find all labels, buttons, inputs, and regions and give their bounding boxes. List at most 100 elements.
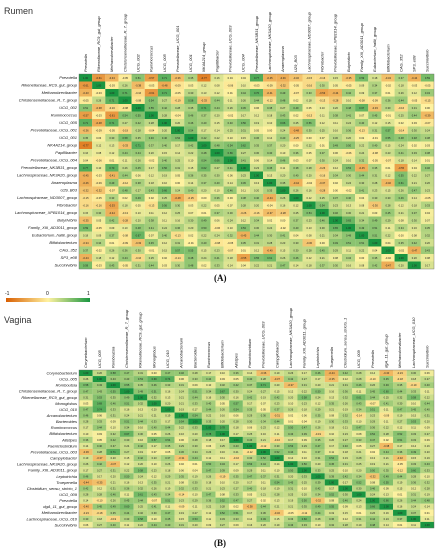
heatmap-cell [302,171,316,180]
cell-value-label: -0.44 [109,211,115,215]
cell-value-label: 0.26 [280,196,286,200]
cell-value-label: 0.13 [109,143,115,147]
cell-value-label: 0.14 [247,371,253,375]
cell-value-label: -0.53 [109,203,115,207]
heatmap-cell [201,479,216,486]
heatmap-cell [289,201,303,210]
cell-value-label: 0.06 [206,444,212,448]
heatmap-cell [381,179,395,187]
cell-value-label: 0.03 [188,203,194,207]
heatmap-cell [229,412,243,419]
cell-value-label: 0.10 [193,493,199,497]
cell-value-label: 0.30 [411,371,417,375]
heatmap-cell [420,194,435,202]
cell-value-label: 0.71 [122,91,128,95]
cell-value-label: 0.37 [320,263,326,267]
heatmap-cell [393,479,407,486]
cell-value-label: 0.08 [333,256,339,260]
cell-value-label: 0.44 [193,456,199,460]
heatmap-cell [223,89,237,97]
column-label: UCG_005 [97,349,102,368]
heatmap-cell [311,503,325,510]
heatmap-cell [215,370,230,377]
cell-value-label: 0.31 [241,128,247,132]
cell-value-label: 0.20 [399,263,405,267]
cell-value-label: 0.30 [385,196,391,200]
heatmap-cell [119,479,134,486]
cell-value-label: 0.20 [280,143,286,147]
heatmap-cell [174,394,189,401]
cell-value-label: 0.43 [97,383,103,387]
cell-value-label: 0.33 [97,420,103,424]
heatmap-cell [106,521,121,529]
cell-value-label: 0.01 [397,523,403,527]
cell-value-label: 0.10 [122,226,128,230]
heatmap-cell [118,81,132,90]
heatmap-cell [315,164,329,172]
cell-value-label: 0.35 [315,414,321,418]
cell-value-label: 0.24 [267,226,273,230]
heatmap-cell [407,164,421,172]
heatmap-cell [352,491,366,498]
heatmap-cell [289,134,303,142]
heatmap-cell [171,246,185,255]
cell-value-label: 0.41 [359,188,365,192]
heatmap-cell [229,503,243,510]
heatmap-cell [106,370,121,377]
heatmap-cell [379,473,394,480]
cell-value-label: -0.38 [96,106,102,110]
cell-value-label: 0.12 [412,91,418,95]
heatmap-cell [147,424,161,431]
heatmap-cell [328,171,343,180]
heatmap-cell [297,455,312,462]
heatmap-cell [324,461,339,468]
cell-value-label: 0.18 [412,203,418,207]
heatmap-cell [79,388,93,395]
cell-value-label: 0.07 [188,211,194,215]
cell-value-label: 0.18 [228,256,234,260]
cell-value-label: 0.41 [384,401,390,405]
cell-value-label: -0.31 [178,456,184,460]
heatmap-cell [338,461,353,468]
heatmap-cell [92,376,107,383]
row-label: Christensenellaceae_R_7_group [19,389,78,394]
heatmap-cell [263,171,277,180]
heatmap-cell [315,186,329,195]
heatmap-cell [160,461,175,468]
heatmap-cell [223,224,237,232]
heatmap-cell [297,461,312,468]
cell-value-label: 0.51 [397,438,403,442]
heatmap-cell [131,156,145,165]
heatmap-cell [79,376,93,383]
heatmap-cell [328,239,343,247]
heatmap-cell [379,449,394,456]
cell-value-label: 0.12 [343,377,349,381]
cell-value-label: 0.53 [138,377,144,381]
heatmap-vagina: 1.00 0.26 0.58 0.47 0.31 0.03 0.47 0.46 0.28 0.17… [17,307,435,529]
cell-value-label: 0.30 [109,136,115,140]
heatmap-cell [352,424,366,431]
cell-value-label: 0.37 [109,233,115,237]
heatmap-cell [106,473,121,480]
heatmap-cell [197,81,211,90]
cell-value-label: 0.49 [261,517,267,521]
cell-value-label: 0.45 [241,106,247,110]
cell-value-label: 0.44 [425,401,431,405]
heatmap-cell [270,376,284,383]
heatmap-cell [201,424,216,431]
heatmap-cell [393,473,407,480]
cell-value-label: -0.07 [424,121,430,125]
heatmap-cell [79,521,93,529]
cell-value-label: -0.05 [227,241,233,245]
cell-value-label: 0.05 [215,203,221,207]
heatmap-cell [297,388,312,395]
cell-value-label: 0.13 [307,226,313,230]
cell-value-label: 0.19 [193,474,199,478]
heatmap-cell [381,164,395,172]
cell-value-label: 0.17 [315,377,321,381]
cell-value-label: 0.31 [175,241,181,245]
cell-value-label: 0.20 [193,523,199,527]
heatmap-cell [229,424,243,431]
heatmap-cell [79,239,93,247]
heatmap-cell [393,412,407,419]
